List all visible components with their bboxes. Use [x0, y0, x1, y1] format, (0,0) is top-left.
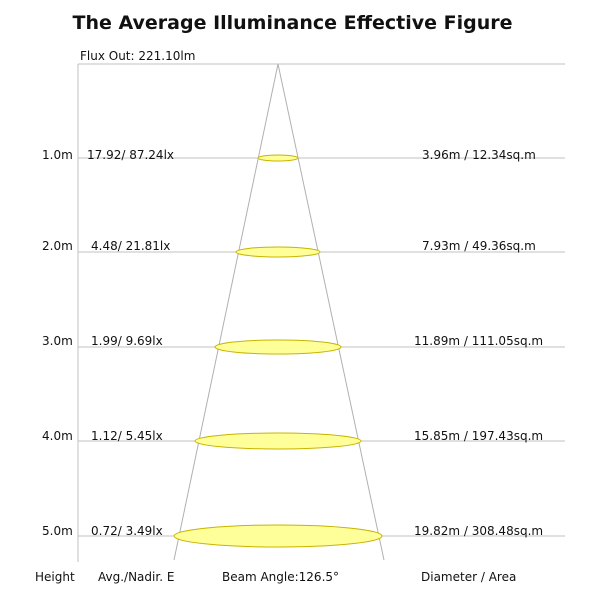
- light-spot: [214, 339, 342, 355]
- beam-edge-right: [277, 63, 385, 561]
- row-5m: 5.0m 0.72/ 3.49lx 19.82m / 308.48sq.m: [42, 524, 565, 548]
- illuminance-label: 0.72/ 3.49lx: [91, 524, 163, 538]
- footer-beam-angle-label: Beam Angle:126.5°: [222, 570, 339, 584]
- height-label: 1.0m: [42, 148, 73, 162]
- light-spot: [173, 524, 383, 548]
- figure-title: The Average Illuminance Effective Figure: [72, 12, 513, 34]
- beam-edge-left: [173, 63, 279, 561]
- illuminance-label: 1.99/ 9.69lx: [91, 334, 163, 348]
- height-label: 4.0m: [42, 429, 73, 443]
- footer-avg-nadir-label: Avg./Nadir. E: [98, 570, 174, 584]
- row-2m: 2.0m 4.48/ 21.81lx 7.93m / 49.36sq.m: [42, 239, 565, 258]
- light-spot: [194, 432, 362, 450]
- row-4m: 4.0m 1.12/ 5.45lx 15.85m / 197.43sq.m: [42, 429, 565, 450]
- diameter-area-label: 19.82m / 308.48sq.m: [414, 524, 543, 538]
- diameter-area-label: 7.93m / 49.36sq.m: [422, 239, 536, 253]
- height-label: 3.0m: [42, 334, 73, 348]
- flux-out-label: Flux Out: 221.10lm: [80, 49, 195, 63]
- diameter-area-label: 15.85m / 197.43sq.m: [414, 429, 543, 443]
- footer-height-label: Height: [35, 570, 75, 584]
- row-3m: 3.0m 1.99/ 9.69lx 11.89m / 111.05sq.m: [42, 334, 565, 355]
- light-spot: [257, 154, 299, 162]
- diameter-area-label: 11.89m / 111.05sq.m: [414, 334, 543, 348]
- illuminance-label: 17.92/ 87.24lx: [87, 148, 174, 162]
- row-1m: 1.0m 17.92/ 87.24lx 3.96m / 12.34sq.m: [42, 148, 565, 162]
- illuminance-label: 1.12/ 5.45lx: [91, 429, 163, 443]
- height-label: 5.0m: [42, 524, 73, 538]
- footer-diameter-area-label: Diameter / Area: [421, 570, 516, 584]
- height-label: 2.0m: [42, 239, 73, 253]
- illuminance-label: 4.48/ 21.81lx: [91, 239, 170, 253]
- diameter-area-label: 3.96m / 12.34sq.m: [422, 148, 536, 162]
- light-spot: [235, 246, 321, 258]
